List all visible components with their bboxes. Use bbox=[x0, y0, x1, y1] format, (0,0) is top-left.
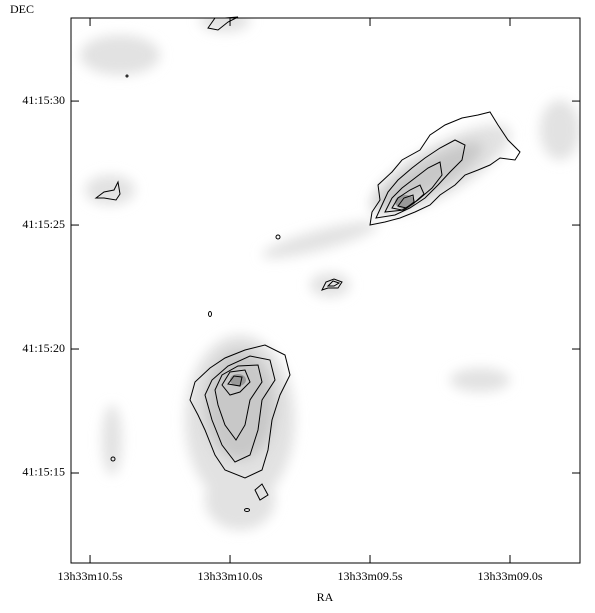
y-tick-label: 41:15:30 bbox=[22, 93, 65, 107]
x-axis-label: RA bbox=[317, 590, 334, 604]
plot-frame bbox=[70, 17, 581, 564]
image bbox=[80, 18, 580, 530]
y-axis-label: DEC bbox=[10, 2, 34, 16]
x-tick-label: 13h33m09.5s bbox=[338, 569, 403, 583]
y-tick-label: 41:15:25 bbox=[22, 217, 65, 231]
y-tick-label: 41:15:20 bbox=[22, 341, 65, 355]
x-tick-label: 13h33m10.0s bbox=[198, 569, 263, 583]
x-tick-label: 13h33m10.5s bbox=[58, 569, 123, 583]
contours bbox=[94, 16, 521, 512]
x-tick-label: 13h33m09.0s bbox=[477, 569, 542, 583]
y-tick-label: 41:15:15 bbox=[22, 465, 65, 479]
